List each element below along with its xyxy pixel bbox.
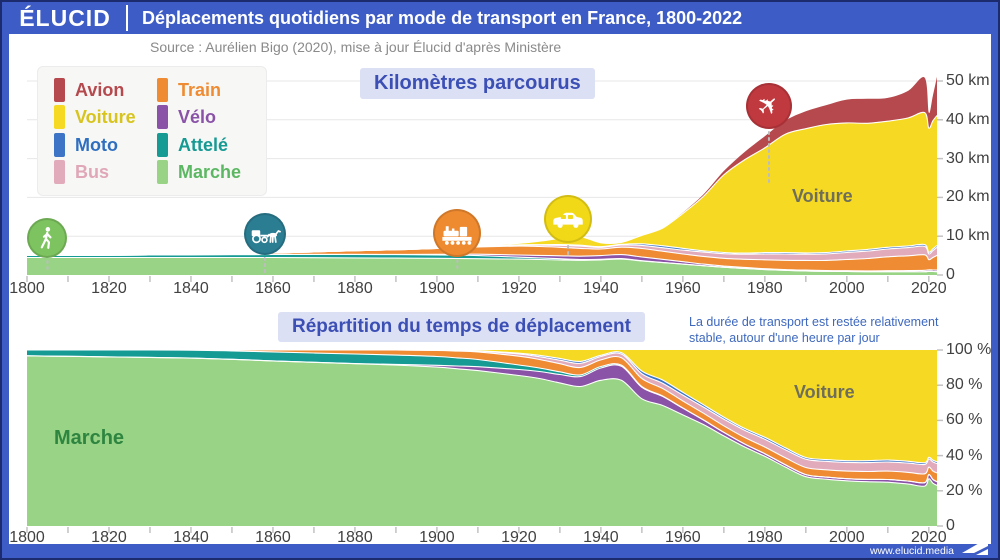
bottom-y-tick-label: 100 % xyxy=(946,341,992,358)
legend-swatch-train xyxy=(157,77,168,102)
legend-swatch-avion xyxy=(54,77,65,102)
legend-item-voiture: Voiture xyxy=(54,104,157,132)
top-x-tick-label: 2000 xyxy=(829,280,865,297)
band-separator xyxy=(27,349,938,484)
header-divider xyxy=(126,5,128,31)
bottom-x-tick-label: 1860 xyxy=(255,529,291,546)
top-x-tick-label: 1980 xyxy=(747,280,783,297)
bottom-y-tick-label: 0 xyxy=(946,517,955,534)
steam-train-icon xyxy=(433,209,482,257)
bottom-x-tick-label: 1960 xyxy=(665,529,701,546)
plane-icon: ✈ xyxy=(745,83,792,129)
legend-item-velo: Vélo xyxy=(157,104,260,132)
elucid-logo: ÉLUCID xyxy=(19,5,111,31)
legend-swatch-marche xyxy=(157,160,168,185)
voiture-area-label-top: Voiture xyxy=(792,186,853,206)
area-attele xyxy=(27,254,937,272)
marche-area-label: Marche xyxy=(54,427,125,449)
bottom-x-tick-label: 1900 xyxy=(419,529,455,546)
bottom-x-tick-label: 1920 xyxy=(501,529,537,546)
legend-label-voiture: Voiture xyxy=(75,107,136,128)
bottom-chart-title: Répartition du temps de déplacement xyxy=(278,312,645,342)
voiture-area-label-bottom: Voiture xyxy=(794,382,855,402)
top-chart-title: Kilomètres parcourus xyxy=(360,68,595,99)
car-icon xyxy=(544,195,593,243)
legend-label-avion: Avion xyxy=(75,79,125,100)
area-marche xyxy=(27,355,937,526)
top-x-tick-label: 1860 xyxy=(255,280,291,297)
top-y-tick-label: 0 xyxy=(946,266,955,283)
legend-item-marche: Marche xyxy=(157,159,260,187)
bottom-x-tick-label: 1820 xyxy=(91,529,127,546)
bottom-y-tick-label: 20 % xyxy=(946,481,983,499)
page-title: Déplacements quotidiens par mode de tran… xyxy=(142,8,743,28)
bottom-y-tick-label: 40 % xyxy=(946,446,983,464)
legend-swatch-velo xyxy=(157,105,168,130)
horse-carriage-icon xyxy=(243,213,286,255)
legend-label-marche: Marche xyxy=(178,162,242,183)
legend-swatch-moto xyxy=(54,132,65,157)
legend-label-bus: Bus xyxy=(75,162,110,183)
legend-swatch-voiture xyxy=(54,105,65,130)
legend: Avion Voiture Moto Bus Train Vélo Attelé Marche xyxy=(37,66,267,196)
frame-left xyxy=(2,2,9,558)
legend-item-train: Train xyxy=(157,76,260,104)
top-x-tick-label: 2020 xyxy=(911,280,947,297)
bottom-x-tick-label: 2020 xyxy=(911,529,947,546)
header-bar: ÉLUCID Déplacements quotidiens par mode … xyxy=(2,2,998,34)
website-link[interactable]: www.elucid.media xyxy=(869,545,954,557)
bottom-x-tick-label: 1800 xyxy=(9,529,45,546)
legend-item-moto: Moto xyxy=(54,131,157,159)
legend-item-bus: Bus xyxy=(54,159,157,187)
bottom-y-tick-label: 60 % xyxy=(946,411,983,429)
top-x-tick-label: 1820 xyxy=(91,280,127,297)
legend-label-attele: Attelé xyxy=(178,134,229,155)
legend-label-moto: Moto xyxy=(75,134,118,155)
source-credit: Source : Aurélien Bigo (2020), mise à jo… xyxy=(150,39,562,55)
band-separator xyxy=(27,349,938,464)
legend-item-attele: Attelé xyxy=(157,131,260,159)
band-separator xyxy=(26,253,938,272)
legend-label-train: Train xyxy=(178,79,222,100)
frame-right xyxy=(991,2,998,558)
bottom-x-tick-label: 1940 xyxy=(583,529,619,546)
footer-bar: www.elucid.media xyxy=(2,544,998,558)
bottom-x-tick-label: 1880 xyxy=(337,529,373,546)
legend-swatch-bus xyxy=(54,160,65,185)
top-y-tick-label: 50 km xyxy=(946,72,990,89)
bottom-x-tick-label: 2000 xyxy=(829,529,865,546)
elucid-arrow-logo xyxy=(962,538,988,555)
walker-icon xyxy=(27,218,68,258)
area-voiture xyxy=(27,112,937,256)
legend-label-velo: Vélo xyxy=(178,107,217,128)
area-marche xyxy=(27,257,937,275)
top-y-tick-label: 30 km xyxy=(946,149,990,167)
duration-note: La durée de transport est restée relativ… xyxy=(689,315,939,346)
top-y-tick-label: 10 km xyxy=(946,227,990,245)
top-x-tick-label: 1920 xyxy=(501,280,537,297)
top-x-tick-label: 1900 xyxy=(419,280,455,297)
legend-item-avion: Avion xyxy=(54,76,157,104)
top-y-tick-label: 40 km xyxy=(946,110,990,128)
legend-swatch-attele xyxy=(157,132,168,157)
top-x-tick-label: 1840 xyxy=(173,280,209,297)
bottom-y-tick-label: 80 % xyxy=(946,376,983,394)
top-y-tick-label: 20 km xyxy=(946,188,990,206)
top-x-tick-label: 1800 xyxy=(9,280,45,297)
top-x-tick-label: 1880 xyxy=(337,280,373,297)
top-x-tick-label: 1960 xyxy=(665,280,701,297)
bottom-x-tick-label: 1980 xyxy=(747,529,783,546)
bottom-x-tick-label: 1840 xyxy=(173,529,209,546)
area-voiture xyxy=(27,350,937,463)
top-x-tick-label: 1940 xyxy=(583,280,619,297)
